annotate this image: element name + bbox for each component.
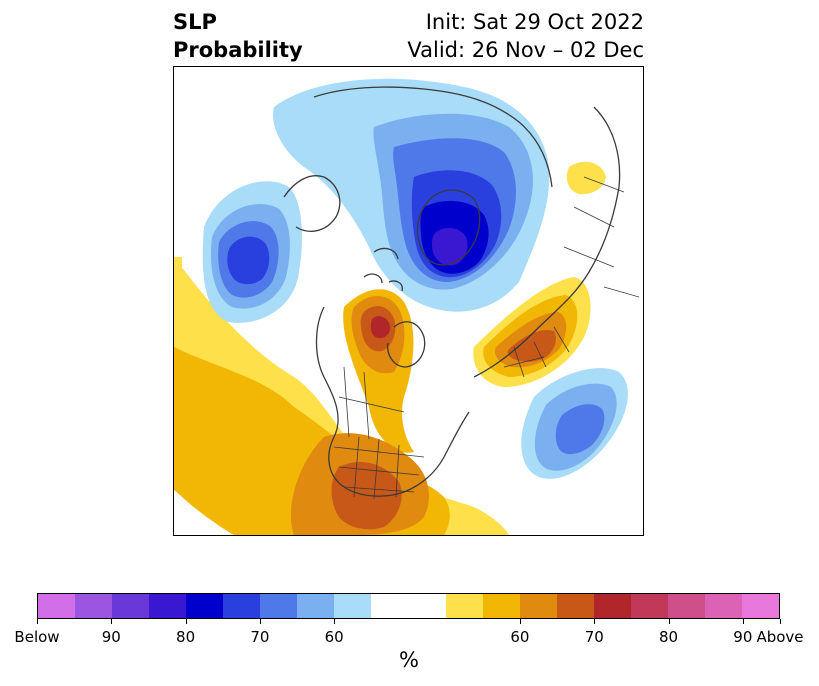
chart-title-left: SLP Probability <box>173 8 303 64</box>
colorbar-above-segment <box>741 594 779 618</box>
colorbar-below-segment <box>297 594 335 618</box>
colorbar-tick-label: 80 <box>176 628 196 646</box>
colorbar-tick-mark <box>37 619 38 624</box>
colorbar-below-segment <box>223 594 261 618</box>
colorbar-tick-mark <box>780 619 781 624</box>
colorbar-below-segment <box>149 594 187 618</box>
colorbar-above-segment <box>519 594 557 618</box>
above-80-canada-peak <box>370 316 391 339</box>
colorbar-tick-mark <box>668 619 670 624</box>
colorbar-label: % <box>399 648 419 672</box>
colorbar-above-segment <box>482 594 520 618</box>
colorbar-tick-label: 70 <box>584 628 604 646</box>
colorbar-tick-mark <box>185 619 187 624</box>
colorbar-below-segment <box>112 594 150 618</box>
alaska-coast <box>283 175 341 232</box>
colorbar-tick-label: Above <box>756 628 804 646</box>
siberia-coast <box>313 86 553 188</box>
chart-title-right: Init: Sat 29 Oct 2022 Valid: 26 Nov – 02… <box>407 8 644 64</box>
colorbar-tick-label: 60 <box>510 628 530 646</box>
colorbar-tick-label: 90 <box>101 628 121 646</box>
below-85-arctic-core <box>431 227 468 266</box>
colorbar-neutral-segment <box>371 594 446 618</box>
colorbar-tick-label: Below <box>14 628 60 646</box>
valid-range: Valid: 26 Nov – 02 Dec <box>407 38 644 62</box>
colorbar <box>37 593 780 619</box>
europe-borders <box>503 326 570 378</box>
probability-map <box>174 78 640 535</box>
north-america-coast <box>315 306 470 497</box>
colorbar-tick-label: 80 <box>659 628 679 646</box>
colorbar-above-segment <box>445 594 483 618</box>
colorbar-tick-mark <box>594 619 596 624</box>
below-75-pacific-core <box>227 236 270 285</box>
colorbar-tick-label: 70 <box>250 628 270 646</box>
canada-provinces <box>338 366 405 440</box>
political-borders <box>333 176 640 500</box>
colorbar-tick-label: 90 <box>733 628 753 646</box>
colorbar-tick-mark <box>519 619 521 624</box>
above-75-europe-core <box>507 329 557 362</box>
colorbar-above-segment <box>593 594 631 618</box>
title-variable: SLP <box>173 10 217 34</box>
arctic-islands <box>363 247 403 292</box>
colorbar-below-segment <box>260 594 298 618</box>
colorbar-tick-label: 60 <box>324 628 344 646</box>
colorbar-below-segment <box>75 594 113 618</box>
colorbar-tick-mark <box>742 619 744 624</box>
colorbar-tick-mark <box>111 619 113 624</box>
greenland-coast <box>416 189 481 266</box>
colorbar-above-segment <box>556 594 594 618</box>
colorbar-below-segment <box>38 594 76 618</box>
init-date: Init: Sat 29 Oct 2022 <box>425 10 644 34</box>
above-60-west-pacific-strip <box>174 257 182 377</box>
colorbar-below-segment <box>186 594 224 618</box>
colorbar-below-segment <box>334 594 372 618</box>
map-panel <box>173 66 644 536</box>
colorbar-tick-mark <box>334 619 336 624</box>
coastlines <box>283 86 621 497</box>
colorbar-tick-mark <box>259 619 261 624</box>
colorbar-above-segment <box>704 594 742 618</box>
colorbar-above-segment <box>667 594 705 618</box>
eurasia-coast <box>473 106 621 378</box>
title-variable-type: Probability <box>173 38 303 62</box>
asia-borders <box>563 176 640 298</box>
hudson-bay-coast <box>387 321 426 368</box>
colorbar-above-segment <box>630 594 668 618</box>
below-70-atlantic-core <box>555 404 605 455</box>
us-state-lines <box>333 436 425 500</box>
